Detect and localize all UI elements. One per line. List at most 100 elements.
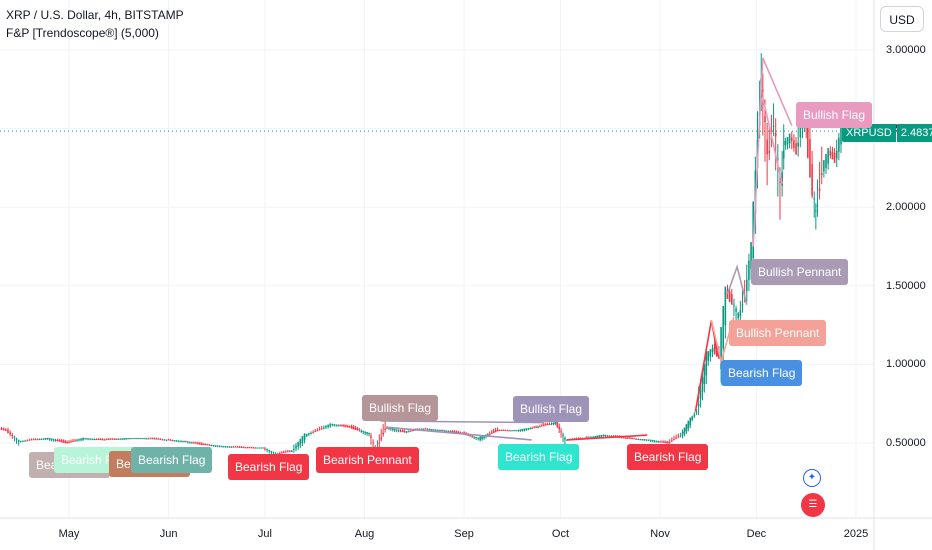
candle-body bbox=[5, 429, 7, 431]
candle-body bbox=[679, 435, 682, 437]
candle-body bbox=[230, 446, 233, 448]
candle-body bbox=[596, 435, 599, 438]
candle-body bbox=[308, 433, 310, 435]
us-flag-icon[interactable]: ☰ bbox=[801, 493, 825, 517]
candle-body bbox=[352, 426, 355, 430]
candle-body bbox=[502, 429, 505, 431]
candle-body bbox=[529, 428, 532, 430]
candle-body bbox=[635, 438, 637, 440]
candle-body bbox=[500, 429, 503, 431]
candle-body bbox=[531, 427, 534, 429]
candle-body bbox=[606, 435, 609, 437]
candle-body bbox=[240, 446, 243, 449]
candle-body bbox=[556, 421, 559, 427]
candle-body bbox=[364, 431, 366, 433]
candle-body bbox=[838, 137, 840, 152]
x-tick-label: May bbox=[58, 528, 80, 540]
candle-body bbox=[151, 438, 154, 440]
candle-body bbox=[840, 124, 842, 145]
candle-body bbox=[793, 140, 795, 148]
candle-body bbox=[546, 424, 549, 426]
candle-body bbox=[550, 423, 553, 425]
candle-body bbox=[165, 439, 168, 441]
candle-body bbox=[368, 432, 370, 435]
candle-body bbox=[424, 428, 427, 430]
candle-body bbox=[668, 442, 671, 444]
candle-body bbox=[378, 442, 381, 444]
candle-body bbox=[82, 437, 84, 440]
candle-body bbox=[187, 441, 189, 443]
candle-body bbox=[264, 448, 266, 450]
candle-body bbox=[598, 435, 601, 437]
candle-body bbox=[117, 438, 119, 440]
candle-body bbox=[560, 431, 562, 433]
candle-body bbox=[123, 438, 125, 440]
candle-body bbox=[93, 439, 96, 441]
pattern-label: Bearish Flag bbox=[498, 444, 580, 470]
candle-body bbox=[91, 438, 94, 440]
candle-body bbox=[195, 442, 197, 444]
candle-body bbox=[270, 450, 273, 453]
candle-body bbox=[335, 424, 338, 426]
candle-body bbox=[310, 432, 312, 434]
candle-body bbox=[627, 437, 629, 439]
candle-body bbox=[492, 431, 495, 434]
candle-body bbox=[487, 434, 489, 436]
candle-body bbox=[403, 430, 406, 433]
candle-body bbox=[303, 433, 306, 441]
candle-body bbox=[199, 442, 201, 445]
candle-body bbox=[490, 432, 493, 434]
candle-body bbox=[657, 441, 659, 443]
candle-body bbox=[380, 437, 383, 440]
candle-body bbox=[9, 432, 11, 435]
candle-body bbox=[671, 440, 673, 442]
x-tick-label: Oct bbox=[551, 528, 570, 540]
candle-body bbox=[74, 440, 76, 442]
candle-body bbox=[157, 438, 160, 440]
candle-body bbox=[720, 327, 722, 370]
candle-body bbox=[506, 430, 508, 432]
candle-body bbox=[68, 441, 70, 444]
candle-body bbox=[70, 441, 72, 443]
candle-body bbox=[149, 438, 151, 440]
candle-body bbox=[38, 439, 41, 441]
candle-body bbox=[216, 445, 219, 447]
candle-body bbox=[66, 441, 68, 444]
candle-body bbox=[786, 137, 789, 145]
candle-body bbox=[333, 424, 336, 426]
candle-body bbox=[661, 441, 663, 443]
candle-body bbox=[411, 430, 413, 432]
candle-body bbox=[542, 424, 545, 427]
candle-body bbox=[748, 260, 750, 281]
candle-body bbox=[695, 412, 698, 414]
candle-body bbox=[48, 437, 51, 440]
candle-body bbox=[666, 441, 669, 444]
price-tag-value: 2.48374 bbox=[896, 124, 932, 142]
candle-body bbox=[521, 428, 524, 431]
candle-body bbox=[159, 438, 162, 440]
candle-body bbox=[13, 436, 16, 438]
candle-body bbox=[297, 442, 299, 448]
candle-body bbox=[179, 440, 181, 442]
candle-body bbox=[258, 447, 260, 449]
candle-body bbox=[643, 439, 646, 441]
candle-body bbox=[835, 150, 838, 159]
candle-body bbox=[665, 441, 667, 444]
candle-body bbox=[685, 424, 688, 432]
candle-body bbox=[397, 430, 400, 432]
candle-body bbox=[405, 431, 408, 433]
x-tick-label: Dec bbox=[746, 528, 767, 540]
currency-button[interactable]: USD bbox=[880, 6, 924, 32]
candle-body bbox=[312, 432, 314, 434]
candle-body bbox=[442, 430, 444, 432]
pattern-label: Bearish Pennant bbox=[316, 447, 419, 473]
candle-body bbox=[407, 431, 410, 433]
candle-body bbox=[314, 430, 317, 432]
candle-body bbox=[447, 431, 450, 433]
candle-body bbox=[232, 446, 235, 448]
candle-body bbox=[655, 440, 657, 442]
candle-body bbox=[52, 439, 55, 441]
compass-icon[interactable]: ✦ bbox=[803, 469, 821, 487]
candle-body bbox=[428, 429, 431, 431]
candle-body bbox=[30, 439, 33, 441]
